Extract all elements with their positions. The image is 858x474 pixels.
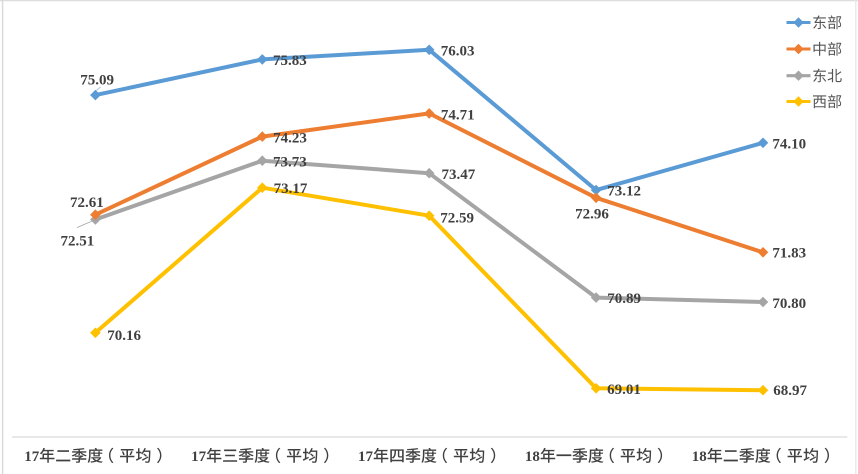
svg-text:74.10: 74.10 <box>772 136 806 152</box>
svg-text:17: 17 <box>24 449 40 465</box>
svg-text:72.96: 72.96 <box>575 206 609 222</box>
svg-text:76.03: 76.03 <box>441 43 475 59</box>
svg-text:75.83: 75.83 <box>273 53 307 69</box>
svg-text:70.80: 70.80 <box>772 296 806 312</box>
svg-text:70.16: 70.16 <box>107 328 141 344</box>
svg-text:74.71: 74.71 <box>441 108 475 124</box>
svg-text:18: 18 <box>525 449 540 465</box>
svg-text:73.47: 73.47 <box>442 167 476 183</box>
svg-text:69.01: 69.01 <box>607 382 641 398</box>
svg-text:17: 17 <box>191 449 207 465</box>
svg-text:72.59: 72.59 <box>440 211 474 227</box>
svg-text:73.73: 73.73 <box>273 155 307 171</box>
svg-text:71.83: 71.83 <box>772 245 806 261</box>
svg-text:75.09: 75.09 <box>80 72 114 88</box>
svg-text:18: 18 <box>692 449 707 465</box>
svg-text:73.12: 73.12 <box>607 184 641 200</box>
svg-text:74.23: 74.23 <box>273 131 307 147</box>
svg-text:70.89: 70.89 <box>607 291 641 307</box>
svg-text:17: 17 <box>358 449 374 465</box>
svg-text:72.51: 72.51 <box>61 234 95 250</box>
svg-text:72.61: 72.61 <box>70 195 104 211</box>
svg-text:68.97: 68.97 <box>773 383 807 399</box>
svg-text:73.17: 73.17 <box>274 181 308 197</box>
